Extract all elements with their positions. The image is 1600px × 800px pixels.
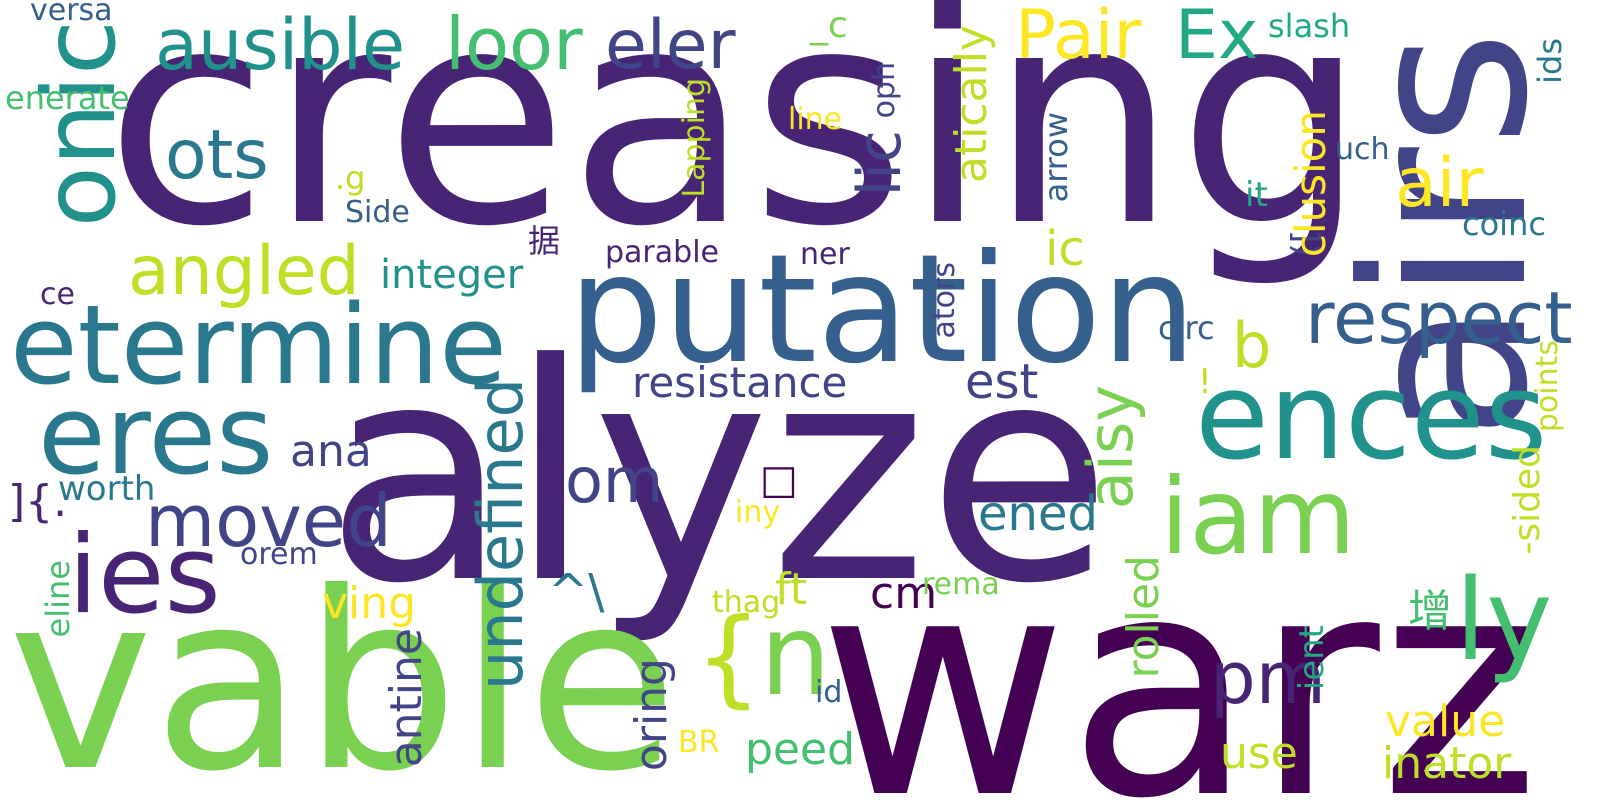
- word-warz: warz: [818, 510, 1540, 800]
- word-worth: worth: [58, 469, 156, 509]
- word-om: om: [565, 444, 664, 517]
- word-ids: ids: [1531, 38, 1569, 84]
- word-lapping: Lapping: [677, 78, 712, 198]
- word-ner: ner: [800, 237, 850, 272]
- word-coinc: coinc: [1462, 205, 1546, 243]
- word-peed: peed: [745, 724, 855, 775]
- word-zeng: 增: [1408, 586, 1452, 637]
- word-cm: cm: [870, 568, 938, 619]
- word-dot-g: .g: [335, 159, 366, 197]
- word-ex: Ex: [1175, 0, 1259, 75]
- word-br: BR: [678, 725, 720, 760]
- word-n: n: [760, 591, 831, 721]
- word-ausible: ausible: [155, 4, 406, 86]
- word-slash: slash: [1268, 7, 1351, 45]
- word-sided: -sided: [1507, 445, 1548, 555]
- word-iny: iny: [735, 495, 781, 530]
- word-pm: pm: [1210, 636, 1326, 720]
- word-thag: thag: [712, 585, 781, 620]
- word-ators: ators: [927, 262, 962, 339]
- word-undefined: undefined: [464, 378, 537, 690]
- word-integer: integer: [380, 252, 524, 298]
- word-loor: loor: [445, 2, 583, 86]
- word-b: b: [1232, 309, 1272, 382]
- word-it: it: [1245, 175, 1268, 215]
- word-est: est: [965, 354, 1039, 410]
- word-ly: ly: [1455, 556, 1553, 686]
- word-eres: eres: [38, 371, 274, 499]
- word-bracket-brace: ]{.: [8, 476, 68, 527]
- word-use: use: [1220, 728, 1298, 779]
- word-clusion: clusion: [1286, 110, 1335, 258]
- word-ana: ana: [290, 426, 372, 477]
- word-rema: rema: [922, 567, 1000, 602]
- word-etermine: etermine: [10, 281, 507, 409]
- word-versa: versa: [30, 0, 113, 28]
- word-id: id: [815, 675, 843, 710]
- word-uch: uch: [1335, 132, 1390, 167]
- word-arrow: arrow: [1037, 112, 1075, 203]
- word-parable: parable: [605, 235, 719, 270]
- word-ce: ce: [40, 277, 75, 312]
- word-enerate: enerate: [5, 79, 130, 117]
- word-orem: orem: [240, 537, 318, 572]
- word-pair: Pair: [1015, 0, 1142, 75]
- word-iam: iam: [1160, 456, 1356, 578]
- word-ic: ic: [1045, 221, 1085, 277]
- word-putation: putation: [568, 223, 1197, 397]
- word-respect: respect: [1305, 276, 1573, 360]
- word-side: Side: [345, 195, 410, 230]
- word-lic: lic: [845, 130, 915, 197]
- word-ju: 据: [528, 222, 561, 260]
- word-circ: circ: [1158, 309, 1215, 347]
- word-ies: ies: [68, 513, 221, 638]
- word-onic: onic: [21, 20, 138, 228]
- word-air: air: [1395, 144, 1484, 223]
- word-ened: ened: [978, 486, 1098, 542]
- word-exclaim: !: [1198, 362, 1212, 402]
- word-brace: {: [695, 596, 762, 718]
- word-value: value: [1385, 696, 1506, 747]
- word-ft: ft: [775, 564, 807, 615]
- word-vable: vable: [8, 540, 678, 800]
- word-oring: oring: [626, 658, 677, 772]
- word-points: points: [1530, 340, 1565, 433]
- word-eler: eler: [605, 6, 736, 85]
- word-rolled: rolled: [1118, 555, 1169, 679]
- word-antine: antine: [381, 628, 432, 768]
- word-tofu-glyph: □: [760, 457, 798, 503]
- word-ient: ient: [1292, 625, 1332, 691]
- word-atically: atically: [946, 25, 997, 184]
- word-alyze: alyze: [325, 300, 1112, 649]
- word-underscore-c: _c: [810, 5, 848, 46]
- word-creasing: creasing: [105, 0, 1367, 292]
- word-line: line: [788, 102, 843, 137]
- word-caret-backslash: ^\: [548, 564, 605, 620]
- word-moved: moved: [145, 479, 392, 563]
- word-eline: eline: [39, 560, 77, 638]
- word-angled: angled: [128, 232, 360, 311]
- word-oph: oph: [867, 62, 902, 119]
- word-ences: ences: [1195, 348, 1548, 487]
- word-ving: ving: [322, 578, 417, 629]
- word-ots: ots: [165, 116, 269, 195]
- word-resistance: resistance: [632, 358, 848, 407]
- word-inator: inator: [1382, 738, 1512, 789]
